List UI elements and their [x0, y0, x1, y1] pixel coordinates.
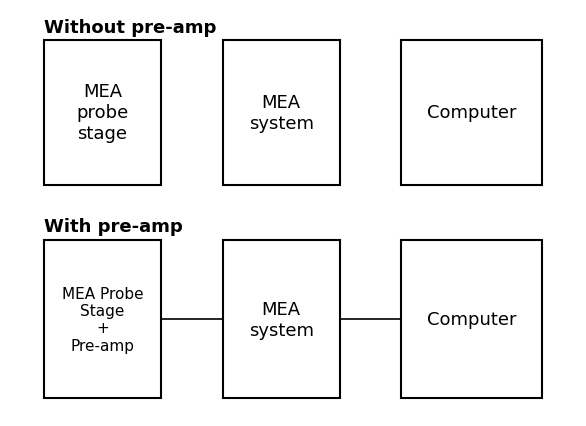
Text: MEA
system: MEA system: [249, 300, 314, 339]
Text: Computer: Computer: [427, 311, 516, 328]
Bar: [401, 241, 542, 398]
Bar: [223, 40, 340, 185]
Bar: [44, 40, 161, 185]
Text: With pre-amp: With pre-amp: [44, 217, 183, 235]
Bar: [223, 241, 340, 398]
Text: Computer: Computer: [427, 104, 516, 122]
Text: MEA
probe
stage: MEA probe stage: [76, 83, 129, 143]
Text: Without pre-amp: Without pre-amp: [44, 19, 216, 37]
Bar: [401, 40, 542, 185]
Text: MEA
system: MEA system: [249, 94, 314, 132]
Text: MEA Probe
Stage
+
Pre-amp: MEA Probe Stage + Pre-amp: [62, 286, 144, 353]
Bar: [44, 241, 161, 398]
